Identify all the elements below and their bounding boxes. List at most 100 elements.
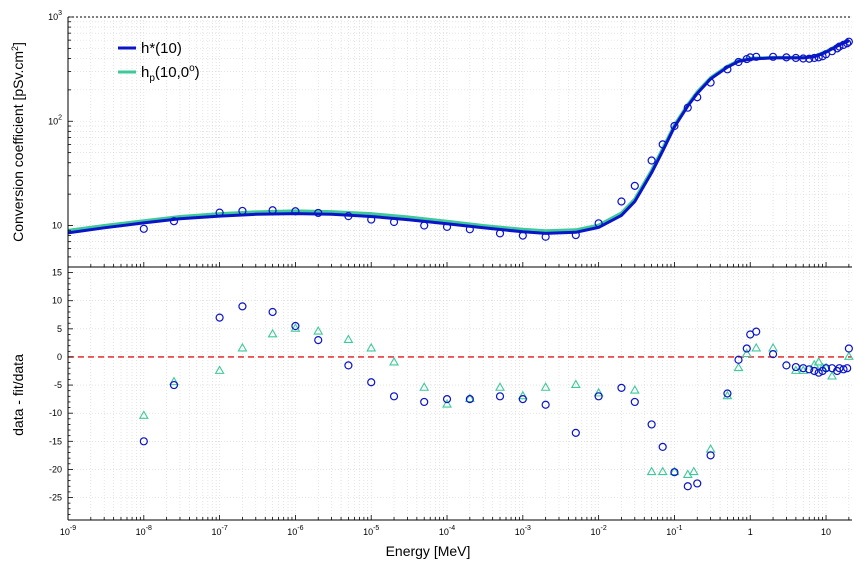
residual-h10-point xyxy=(594,392,603,401)
legend-hp-close: ) xyxy=(195,64,200,81)
residual-hp-point xyxy=(495,382,505,391)
data-point xyxy=(139,224,148,233)
residual-h10-point xyxy=(693,479,702,488)
residual-h10-point xyxy=(541,400,550,409)
residual-h10-point xyxy=(835,364,844,373)
residual-hp-point xyxy=(827,370,837,380)
residual-h10-point xyxy=(752,327,761,336)
residual-h10-point xyxy=(344,361,353,370)
data-point xyxy=(670,121,679,131)
data-point xyxy=(291,207,300,216)
residual-h10-point xyxy=(723,389,732,398)
top-y-axis-label-main: Conversion coefficient [pSv.cm xyxy=(10,51,26,242)
residual-h10-point xyxy=(420,397,429,407)
data-point xyxy=(706,78,715,87)
residual-hp-point xyxy=(741,348,752,358)
residual-hp-point xyxy=(768,342,779,352)
residual-h10-point xyxy=(782,361,791,370)
data-point xyxy=(571,230,580,240)
grid-layer xyxy=(67,16,852,520)
residual-h10-point xyxy=(465,395,474,404)
residual-hp-point xyxy=(138,410,149,419)
data-point xyxy=(215,208,224,217)
residual-h10-point xyxy=(742,344,751,353)
residual-hp-point xyxy=(733,362,744,372)
residual-h10-point xyxy=(844,344,853,353)
residual-hp-point xyxy=(570,379,581,388)
residual-h10-point xyxy=(805,365,814,374)
data-point xyxy=(344,212,353,221)
x-tick-label: 10-4 xyxy=(439,525,455,537)
x-tick-label: 10-9 xyxy=(60,525,76,537)
x-tick-label: 10-2 xyxy=(591,525,607,537)
residual-hp-point xyxy=(517,390,528,400)
data-point xyxy=(314,208,323,218)
residual-hp-point xyxy=(464,393,475,403)
residual-hp-point xyxy=(669,466,680,476)
data-point xyxy=(734,57,743,67)
data-point xyxy=(238,206,247,216)
residual-h10-point xyxy=(647,420,656,429)
residual-hp-point xyxy=(751,342,762,352)
residual-hp-point xyxy=(688,466,699,476)
data-point xyxy=(805,54,814,63)
residual-hp-point xyxy=(593,387,604,397)
residual-h10-point xyxy=(670,468,679,477)
residual-hp-point xyxy=(629,384,640,394)
residual-h10-point xyxy=(169,380,179,390)
residual-h10-point xyxy=(821,364,831,373)
data-point xyxy=(814,53,823,62)
data-point xyxy=(389,217,399,227)
legend: h*(10) hp(10,0o) xyxy=(118,40,200,84)
x-tick-label: 1 xyxy=(748,527,753,537)
residual-h10-point xyxy=(617,383,626,392)
bottom-y-tick-label: -5 xyxy=(54,380,62,390)
top-y-tick-label: 103 xyxy=(48,10,62,22)
residual-hp-point xyxy=(313,325,324,335)
residual-h10-point xyxy=(734,355,743,364)
bottom-y-tick-label: 10 xyxy=(52,296,62,306)
top-y-axis-label: Conversion coefficient [pSv.cm2] xyxy=(10,42,26,242)
residual-h10-point xyxy=(389,392,399,401)
residual-h10-point xyxy=(683,482,692,491)
residual-hp-point xyxy=(267,328,278,338)
data-point xyxy=(367,215,376,224)
data-point xyxy=(442,222,452,231)
x-tick-label: 10 xyxy=(821,527,831,537)
data-point xyxy=(658,140,667,149)
legend-hp-args: (10,0 xyxy=(155,64,189,81)
residual-hp-point xyxy=(813,356,824,366)
data-point xyxy=(617,197,626,206)
data-point xyxy=(683,103,692,112)
data-point xyxy=(465,225,474,234)
data-point xyxy=(541,232,550,241)
x-tick-label: 10-3 xyxy=(515,525,531,537)
plot-frame xyxy=(67,16,852,521)
legend-h10-label: h*(10) xyxy=(141,40,182,57)
data-point xyxy=(782,53,791,62)
residual-h10-point xyxy=(495,392,505,401)
residual-h10-point xyxy=(518,395,527,404)
top-y-tick-label: 102 xyxy=(48,114,62,126)
residual-hp-point xyxy=(169,376,179,386)
residual-h10-point xyxy=(843,364,852,373)
bottom-y-tick-label: -10 xyxy=(49,408,62,418)
residual-h10-point xyxy=(571,428,580,437)
tick-layer: 10-9 10-8 10-7 10-6 10-5 10-4 10-3 10-2 10-1 1 101… xyxy=(48,10,850,537)
curve-layer xyxy=(67,38,852,358)
bottom-y-tick-label: -20 xyxy=(49,464,62,474)
residual-hp-point xyxy=(722,390,733,400)
residual-hp-point xyxy=(290,323,301,332)
data-point xyxy=(844,37,853,46)
residual-h10-point xyxy=(658,442,667,452)
residual-h10-point xyxy=(238,302,247,311)
residual-h10-point xyxy=(706,451,715,460)
bottom-y-tick-label: 0 xyxy=(57,352,62,362)
data-point xyxy=(723,65,732,74)
data-point xyxy=(268,206,277,215)
residual-hp-point xyxy=(646,466,657,476)
residual-h10-point xyxy=(314,335,323,345)
residual-hp-point xyxy=(843,351,854,360)
residual-h10-point xyxy=(768,350,778,359)
